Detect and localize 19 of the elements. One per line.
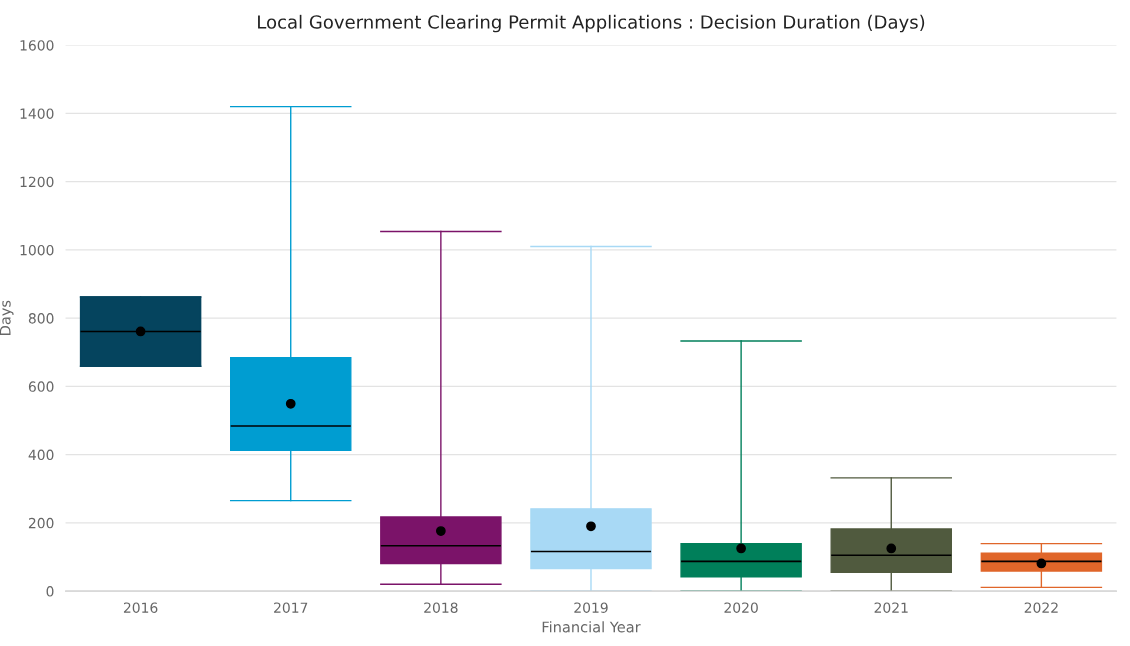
y-tick-label: 0 <box>46 586 54 597</box>
y-tick-label: 1400 <box>20 108 54 119</box>
y-tick-label: 600 <box>28 381 54 392</box>
y-axis-title: Days <box>0 300 14 335</box>
y-tick-label: 1000 <box>20 244 54 256</box>
x-tick-label: 2019 <box>574 602 608 613</box>
x-axis-title: Financial Year <box>542 621 641 633</box>
chart-title: Local Government Clearing Permit Applications : Decision Duration (Days) <box>258 14 925 33</box>
y-tick-label: 800 <box>28 313 54 324</box>
y-tick-label: 1200 <box>20 176 54 188</box>
y-tick-label: 1600 <box>20 40 54 51</box>
y-tick-label: 200 <box>28 517 54 529</box>
x-tick-label: 2016 <box>123 602 158 613</box>
x-tick-label: 2018 <box>424 602 458 613</box>
x-tick-label: 2021 <box>874 602 908 613</box>
y-tick-label: 400 <box>28 449 54 461</box>
x-tick-label: 2022 <box>1024 602 1058 613</box>
x-tick-label: 2020 <box>724 602 758 613</box>
x-tick-label: 2017 <box>274 602 308 613</box>
